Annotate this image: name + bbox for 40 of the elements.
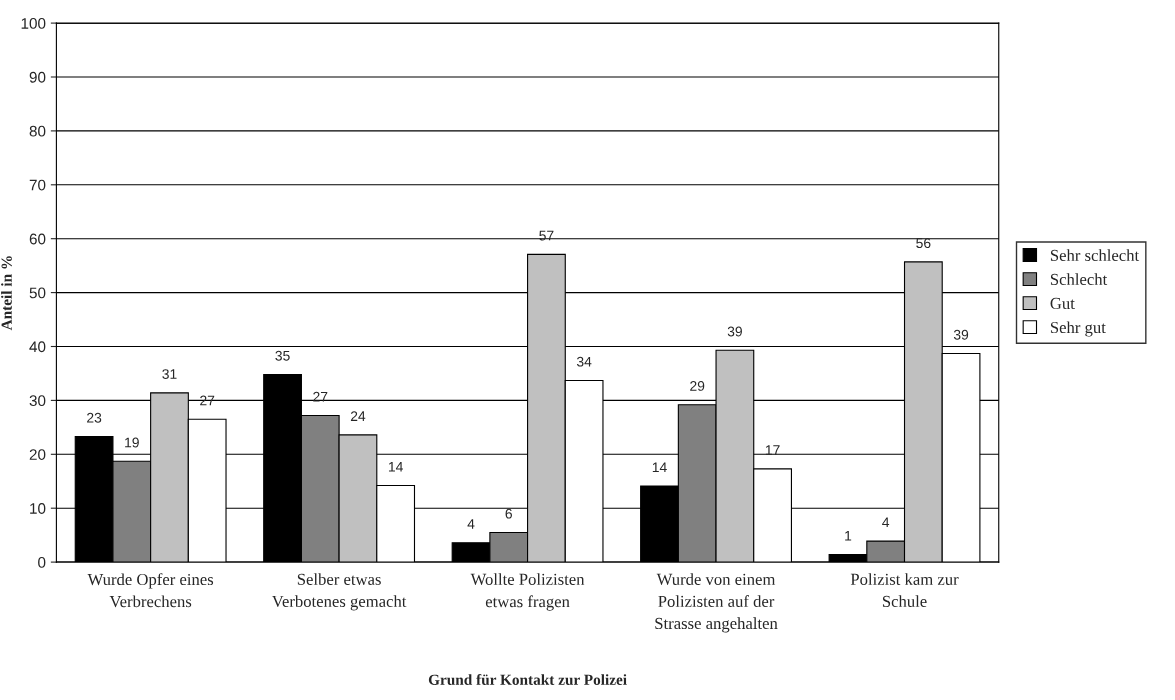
- data-label: 27: [313, 391, 328, 402]
- data-label: 29: [690, 381, 705, 391]
- data-label: 1: [845, 531, 852, 541]
- y-tick-label: 30: [29, 395, 46, 407]
- x-tick-label: Selber etwas Verbotenes gemacht: [271, 573, 407, 611]
- data-label: 17: [765, 445, 780, 455]
- data-label: 23: [87, 412, 102, 423]
- data-label: 14: [652, 462, 667, 473]
- y-tick-label: 60: [29, 233, 46, 245]
- data-label: 4: [467, 519, 475, 529]
- x-tick-label: Polizist kam zur Schule: [850, 573, 959, 607]
- data-label: 24: [350, 411, 366, 421]
- legend-label: Sehr schlecht: [1050, 249, 1140, 261]
- legend-label: Sehr gut: [1050, 321, 1106, 337]
- data-label: 39: [953, 329, 969, 340]
- data-label: 31: [162, 369, 177, 379]
- y-tick-label: 10: [30, 503, 46, 514]
- data-label: 19: [125, 437, 139, 448]
- legend-label: Schlecht: [1050, 273, 1108, 286]
- data-label: 39: [727, 326, 742, 337]
- x-tick-label: Wurde von einem Polizisten auf der Strasse angehalten: [655, 573, 778, 633]
- x-tick-label: Wurde Opfer eines Verbrechens: [87, 573, 214, 608]
- data-label: 35: [275, 350, 290, 361]
- y-tick-label: 20: [29, 449, 46, 460]
- y-tick-label: 80: [29, 125, 46, 137]
- y-tick-label: 50: [29, 287, 46, 299]
- x-tick-label: Wollte Polizisten etwas fragen: [470, 573, 585, 611]
- y-tick-label: 90: [29, 71, 46, 83]
- y-tick-label: 40: [29, 341, 46, 353]
- data-label: 34: [576, 356, 592, 367]
- y-tick-label: 70: [29, 179, 46, 191]
- y-tick-label: 100: [21, 17, 46, 29]
- data-label: 14: [388, 462, 403, 472]
- y-axis-title: Anteil in %: [1, 256, 12, 331]
- legend-label: Gut: [1050, 297, 1075, 310]
- data-label: 56: [916, 238, 931, 249]
- y-tick-label: 0: [38, 556, 46, 568]
- data-label: 4: [882, 517, 890, 528]
- data-label: 6: [505, 508, 512, 519]
- x-axis-title: Grund für Kontakt zur Polizei: [428, 673, 627, 685]
